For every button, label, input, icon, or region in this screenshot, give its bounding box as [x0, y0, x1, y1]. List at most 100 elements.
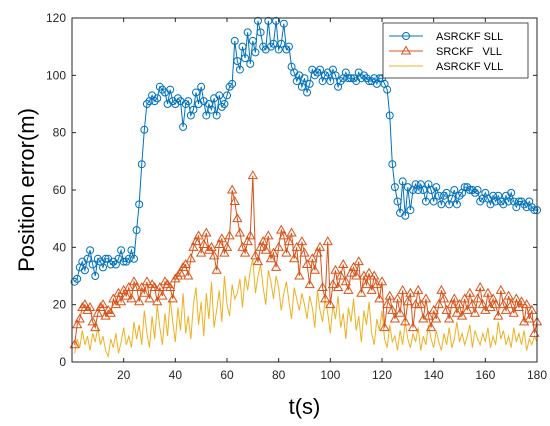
series-1-point-144: [441, 304, 452, 314]
series-1-point-27: [139, 287, 150, 297]
series-1-point-119: [376, 276, 388, 286]
series-1-point-113: [361, 279, 372, 289]
series-1-point-85: [289, 253, 300, 263]
series-1-point-105: [340, 276, 351, 286]
series-0-point-80: [277, 39, 286, 48]
series-0-point-49: [197, 82, 206, 91]
series-1-point-1: [72, 319, 83, 329]
series-1-point-61: [227, 184, 238, 194]
series-1-point-104: [338, 259, 349, 269]
series-0-point-42: [179, 122, 188, 131]
series-1-point-54: [208, 250, 220, 260]
series-1-point-93: [309, 264, 320, 274]
series-1-point-41: [175, 267, 186, 277]
series-0-point-55: [212, 111, 221, 120]
series-0-point-89: [300, 74, 309, 83]
series-0-point-149: [455, 191, 464, 200]
series-1-point-117: [371, 279, 382, 289]
series-0-point-23: [130, 254, 138, 263]
series-1-point-60: [224, 230, 235, 240]
series-0-point-7: [88, 260, 97, 269]
legend-marker-1: [402, 32, 410, 40]
series-1-point-42: [177, 261, 189, 271]
series-0-point-147: [450, 186, 459, 194]
series-1-point-7: [87, 316, 98, 326]
series-0-point-66: [241, 54, 250, 63]
series-0-point-24: [132, 226, 141, 235]
series-1-point-171: [511, 293, 522, 303]
series-1-point-158: [477, 299, 488, 309]
series-1-point-172: [513, 302, 525, 312]
series-line-1: [74, 175, 538, 345]
series-0-point-47: [192, 88, 200, 97]
series-0-point-128: [401, 211, 410, 220]
series-1-point-92: [307, 253, 318, 263]
series-1-point-154: [467, 299, 478, 309]
series-0-point-148: [452, 200, 461, 209]
y-tick-label-2: 40: [53, 240, 67, 254]
series-1-point-98: [322, 236, 333, 246]
series-1-point-108: [348, 261, 359, 271]
series-line-2: [74, 258, 538, 359]
series-1-point-118: [374, 293, 385, 303]
series-1-point-29: [144, 293, 155, 303]
series-1-point-52: [203, 244, 215, 254]
series-0-point-122: [385, 111, 394, 120]
series-0-point-71: [254, 16, 262, 25]
legend: ASRCKF SLL SRCKF VLL ASRCKF VLL: [382, 22, 529, 79]
series-1-point-79: [273, 241, 284, 251]
y-tick-label-3: 60: [53, 183, 67, 197]
series-1-point-69: [247, 170, 258, 180]
series-1-point-110: [353, 256, 364, 266]
series-0-point-44: [184, 97, 193, 106]
x-tick-label-4: 100: [320, 368, 340, 382]
series-1-point-112: [358, 270, 370, 280]
series-1-point-68: [245, 230, 256, 240]
x-axis-label: t(s): [289, 394, 321, 419]
series-1-point-167: [500, 304, 512, 314]
series-1-point-25: [134, 296, 145, 306]
series-1-point-174: [518, 316, 530, 326]
series-1-point-147: [449, 293, 460, 303]
series-1-point-43: [180, 259, 191, 269]
series-0-point-154: [468, 186, 477, 194]
series-0-point-70: [251, 48, 260, 57]
series-1-point-59: [221, 241, 233, 251]
series-1-point-137: [423, 310, 434, 320]
series-1-point-173: [516, 296, 527, 306]
series-0-point-82: [282, 45, 291, 54]
series-0-point-127: [398, 177, 407, 186]
series-1-point-114: [363, 267, 375, 277]
series-0-point-0: [70, 277, 79, 286]
series-1-point-15: [108, 293, 119, 303]
series-1-point-94: [312, 247, 323, 257]
series-1-point-45: [185, 253, 196, 263]
series-1-point-90: [301, 259, 313, 269]
series-0-point-94: [313, 68, 322, 77]
series-0-point-168: [504, 197, 513, 206]
legend-label-3: ASRCKF VLL: [436, 61, 503, 73]
series-0-point-51: [202, 111, 211, 120]
series-layer: [69, 16, 543, 359]
series-1-point-156: [472, 293, 483, 303]
series-1-point-77: [268, 247, 279, 257]
series-1-point-155: [469, 307, 481, 317]
series-1-point-9: [92, 307, 103, 317]
series-0-point-9: [93, 254, 102, 263]
series-1-point-17: [113, 287, 124, 297]
series-0-point-83: [285, 42, 293, 51]
series-1-point-157: [475, 281, 486, 291]
series-1-point-136: [420, 293, 432, 303]
series-1-point-138: [425, 322, 437, 332]
series-1-point-82: [281, 247, 292, 257]
series-1-point-26: [136, 281, 147, 291]
series-0-point-62: [230, 36, 239, 45]
series-1-point-53: [206, 241, 217, 251]
series-0-point-34: [158, 85, 167, 94]
series-1-point-76: [265, 253, 277, 263]
series-1-point-97: [320, 293, 331, 303]
series-1-point-62: [229, 195, 240, 205]
series-1-point-116: [369, 270, 380, 280]
series-1-point-28: [141, 276, 153, 286]
x-tick-label-5: 120: [372, 368, 392, 382]
